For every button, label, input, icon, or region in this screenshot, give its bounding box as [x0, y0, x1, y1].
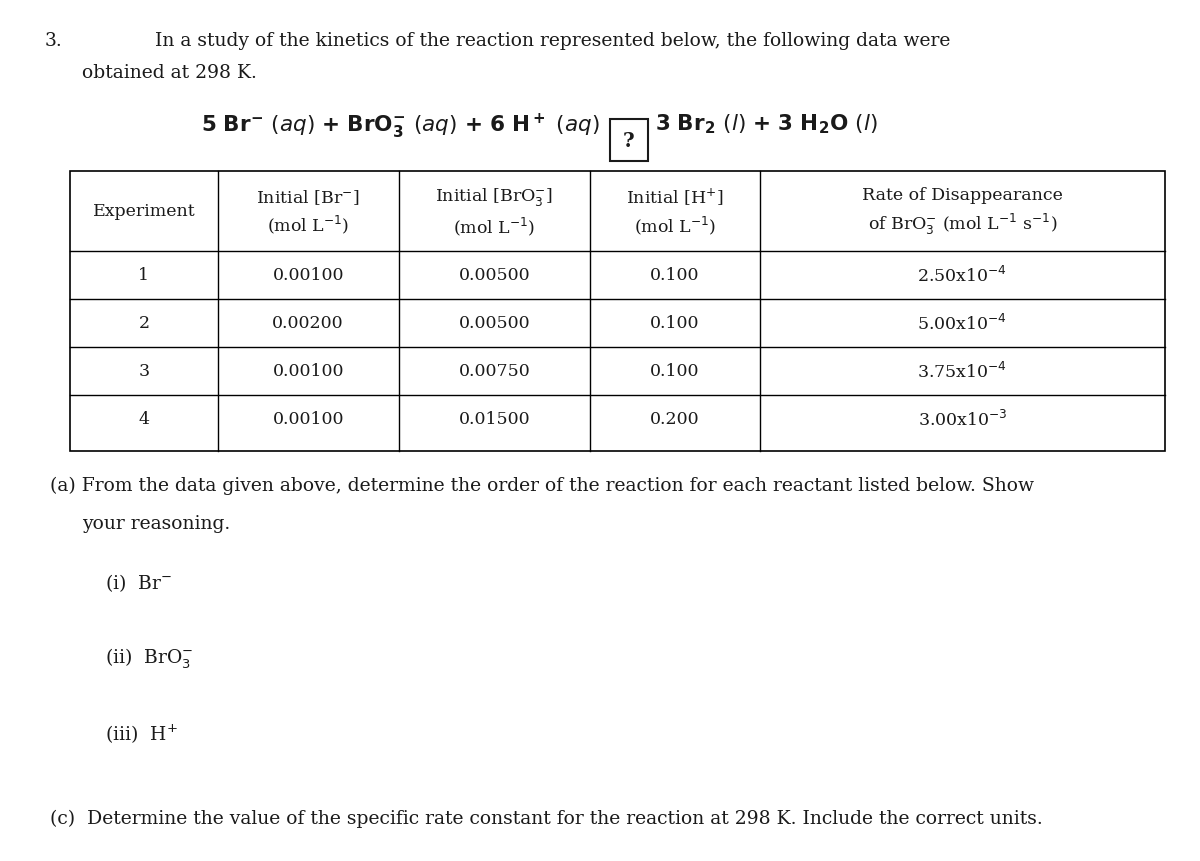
Text: ?: ?	[623, 131, 635, 151]
Text: 0.200: 0.200	[650, 411, 700, 428]
Text: Rate of Disappearance
of BrO$_3^{-}$ (mol L$^{-1}$ s$^{-1}$): Rate of Disappearance of BrO$_3^{-}$ (mo…	[862, 187, 1063, 237]
Bar	[70, 172, 1165, 451]
Text: (iii)  H$^{+}$: (iii) H$^{+}$	[106, 722, 178, 744]
Text: 0.00100: 0.00100	[272, 363, 344, 380]
Text: $\mathbf{5\ Br^{-}}$ $\mathit{(aq)}$ $\mathbf{+\ BrO_3^{-}}$ $\mathit{(aq)}$ $\m: $\mathbf{5\ Br^{-}}$ $\mathit{(aq)}$ $\m…	[202, 112, 600, 141]
Text: (c)  Determine the value of the specific rate constant for the reaction at 298 K: (c) Determine the value of the specific …	[50, 809, 1043, 827]
Text: 0.100: 0.100	[650, 363, 700, 380]
Text: (a) From the data given above, determine the order of the reaction for each reac: (a) From the data given above, determine…	[50, 476, 1034, 495]
Text: 4: 4	[138, 411, 150, 428]
Text: 3: 3	[138, 363, 150, 380]
Text: 0.00100: 0.00100	[272, 267, 344, 284]
Text: $\mathbf{3\ Br_2}$ $\mathit{(l)}$ $\mathbf{+\ 3\ H_2O}$ $\mathit{(l)}$: $\mathbf{3\ Br_2}$ $\mathit{(l)}$ $\math…	[655, 112, 877, 135]
Text: Initial [H$^{+}$]
(mol L$^{-1}$): Initial [H$^{+}$] (mol L$^{-1}$)	[626, 187, 724, 237]
Text: 0.00500: 0.00500	[458, 267, 530, 284]
Text: 0.00200: 0.00200	[272, 315, 344, 332]
Bar	[610, 120, 648, 162]
Text: 3.00x10$^{-3}$: 3.00x10$^{-3}$	[918, 410, 1007, 430]
Text: In a study of the kinetics of the reaction represented below, the following data: In a study of the kinetics of the reacti…	[155, 32, 950, 50]
Text: 1: 1	[138, 267, 150, 284]
Text: your reasoning.: your reasoning.	[82, 514, 230, 532]
Text: Initial [BrO$_3^{-}$]
(mol L$^{-1}$): Initial [BrO$_3^{-}$] (mol L$^{-1}$)	[436, 186, 553, 238]
Text: 2: 2	[138, 315, 150, 332]
Text: 0.01500: 0.01500	[458, 411, 530, 428]
Text: (i)  Br$^{-}$: (i) Br$^{-}$	[106, 572, 172, 593]
Text: Experiment: Experiment	[92, 203, 196, 220]
Text: 0.100: 0.100	[650, 315, 700, 332]
Text: 0.100: 0.100	[650, 267, 700, 284]
Text: obtained at 298 K.: obtained at 298 K.	[82, 64, 257, 82]
Text: Initial [Br$^{-}$]
(mol L$^{-1}$): Initial [Br$^{-}$] (mol L$^{-1}$)	[257, 188, 360, 236]
Text: 3.: 3.	[46, 32, 62, 50]
Text: 0.00100: 0.00100	[272, 411, 344, 428]
Text: 2.50x10$^{-4}$: 2.50x10$^{-4}$	[918, 266, 1008, 286]
Text: (ii)  BrO$_3^{-}$: (ii) BrO$_3^{-}$	[106, 647, 193, 671]
Text: 0.00750: 0.00750	[458, 363, 530, 380]
Text: 0.00500: 0.00500	[458, 315, 530, 332]
Text: 3.75x10$^{-4}$: 3.75x10$^{-4}$	[918, 362, 1008, 381]
Text: 5.00x10$^{-4}$: 5.00x10$^{-4}$	[918, 313, 1008, 334]
